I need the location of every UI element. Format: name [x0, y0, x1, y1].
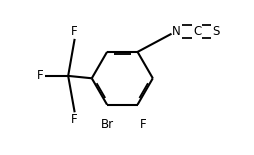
Text: Br: Br — [101, 118, 114, 131]
Text: S: S — [212, 25, 219, 38]
Text: F: F — [37, 69, 44, 82]
Text: C: C — [193, 25, 201, 38]
Text: F: F — [140, 118, 146, 131]
Text: F: F — [71, 25, 78, 38]
Text: F: F — [71, 113, 78, 126]
Text: N: N — [172, 25, 181, 38]
